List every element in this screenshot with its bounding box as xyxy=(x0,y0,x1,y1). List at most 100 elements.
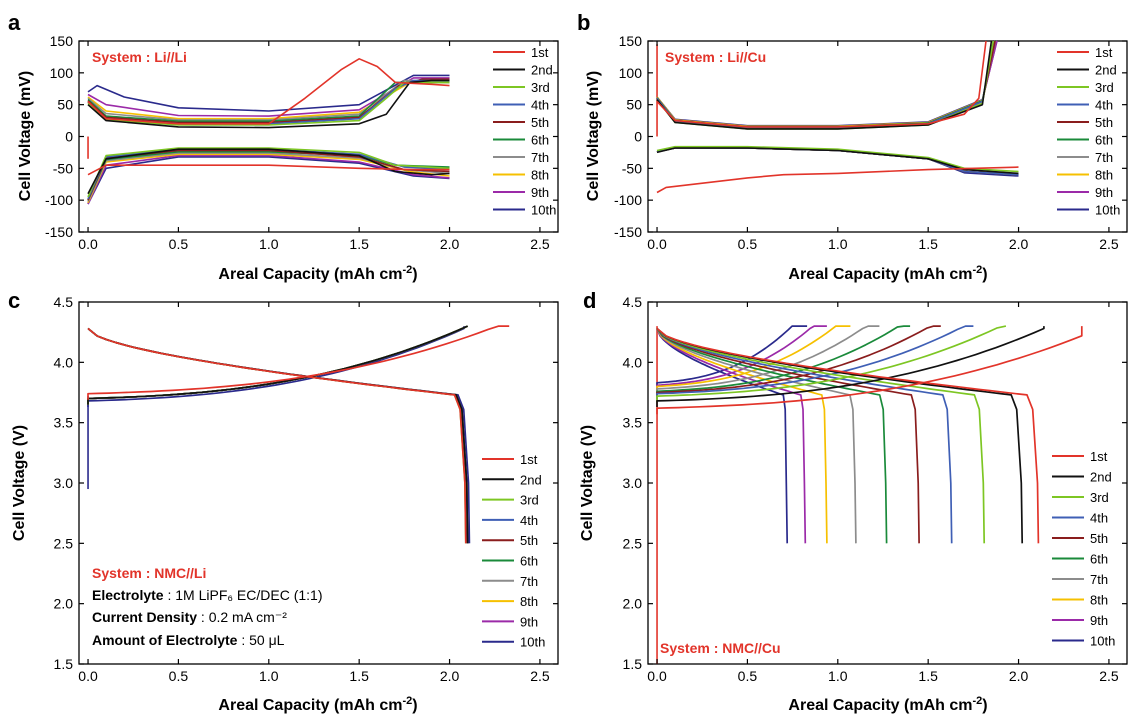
series-10th-charge xyxy=(87,326,465,407)
legend-label-3rd: 3rd xyxy=(531,80,550,95)
x-tick-label: 0.0 xyxy=(647,668,667,684)
legend-label-7th: 7th xyxy=(1090,572,1108,587)
x-tick-label: 0.5 xyxy=(738,236,758,252)
series-7th-charge xyxy=(87,79,450,121)
system-label-a: System : Li//Li xyxy=(92,49,187,65)
legend-label-8th: 8th xyxy=(1095,168,1113,183)
system-label-c: System : NMC//Li xyxy=(92,565,206,581)
series-9th-charge xyxy=(87,325,468,405)
series-8th-discharge xyxy=(87,327,469,544)
plot-frame-b xyxy=(647,40,1128,233)
plot-area-b xyxy=(656,40,1019,194)
y-tick-label: 150 xyxy=(619,33,643,49)
y-tick-label: 0 xyxy=(634,129,642,145)
y-tick-label: 4.0 xyxy=(54,354,74,370)
y-tick-label: -50 xyxy=(53,160,73,176)
system-label-b: System : Li//Cu xyxy=(665,49,766,65)
x-tick-label: 0.5 xyxy=(169,236,189,252)
legend-label-1st: 1st xyxy=(1095,45,1113,60)
series-4th-discharge xyxy=(656,327,953,544)
series-10th-charge xyxy=(656,325,808,389)
note-current-density: Current Density : 0.2 mA cm⁻² xyxy=(92,609,287,625)
y-axis-title-d: Cell Voltage (V) xyxy=(579,425,596,541)
y-tick-label: -100 xyxy=(45,192,73,208)
series-3rd-charge xyxy=(87,81,450,126)
y-tick-label: 100 xyxy=(50,65,74,81)
legend-label-1st: 1st xyxy=(1090,449,1108,464)
notes-c: Electrolyte : 1M LiPF₆ EC/DEC (1:1) Curr… xyxy=(92,587,323,648)
x-tick-label: 2.5 xyxy=(530,668,550,684)
series-3rd-discharge xyxy=(656,327,986,544)
series-4th-charge xyxy=(656,325,974,400)
series-1st-discharge xyxy=(87,164,450,176)
legend-label-7th: 7th xyxy=(531,150,549,165)
plot-area-d xyxy=(656,325,1083,664)
x-tick-label: 1.5 xyxy=(918,236,938,252)
note-electrolyte: Electrolyte : 1M LiPF₆ EC/DEC (1:1) xyxy=(92,587,323,603)
legend-label-5th: 5th xyxy=(531,115,549,130)
series-5th-discharge xyxy=(87,327,469,544)
y-tick-label: 50 xyxy=(57,97,73,113)
x-tick-label: 2.0 xyxy=(1009,668,1029,684)
legend-label-5th: 5th xyxy=(1090,531,1108,546)
y-axis-title-a: Cell Voltage (mV) xyxy=(17,71,34,201)
y-tick-label: 4.0 xyxy=(623,354,643,370)
legend-label-10th: 10th xyxy=(531,203,556,218)
series-5th-charge xyxy=(656,325,941,399)
series-4th-charge xyxy=(87,325,468,405)
series-7th-charge xyxy=(656,325,880,395)
x-tick-label: 0.0 xyxy=(78,668,98,684)
x-tick-label: 2.5 xyxy=(1099,668,1119,684)
series-7th-charge xyxy=(87,325,468,405)
series-4th-discharge xyxy=(87,327,469,544)
legend-label-8th: 8th xyxy=(531,168,549,183)
series-1st-discharge xyxy=(87,327,467,544)
x-tick-label: 2.0 xyxy=(1009,236,1029,252)
series-9th-charge xyxy=(87,77,450,117)
legend-label-10th: 10th xyxy=(520,635,545,650)
ticks-a: 0.0 0.5 1.0 1.5 2.0 2.5 -150 -100 -50 0 50 100 150 xyxy=(45,33,558,252)
y-tick-label: -100 xyxy=(614,192,642,208)
panel-label-a: a xyxy=(8,10,21,35)
legend-label-3rd: 3rd xyxy=(1090,490,1109,505)
legend-label-5th: 5th xyxy=(1095,115,1113,130)
series-6th-discharge xyxy=(87,151,450,201)
ticks-c: 0.0 0.5 1.0 1.5 2.0 2.5 1.5 2.0 2.5 3.0 3.5 4.0 4.5 xyxy=(54,294,558,684)
plot-area-a xyxy=(87,58,450,205)
legend-label-4th: 4th xyxy=(1090,511,1108,526)
series-2nd-discharge xyxy=(87,327,469,544)
legend-label-8th: 8th xyxy=(520,594,538,609)
series-10th-discharge xyxy=(87,156,450,205)
x-tick-label: 1.0 xyxy=(828,236,848,252)
x-axis-title-d: Areal Capacity (mAh cm-2) xyxy=(788,695,987,714)
legend-label-6th: 6th xyxy=(1090,552,1108,567)
chart-panel-b: b 0.0 0.5 1.0 1.5 2.0 2.5 -150 -100 -50 0 50 100 150… xyxy=(577,10,1128,283)
series-2nd-charge xyxy=(656,326,1045,407)
x-tick-label: 1.5 xyxy=(349,668,369,684)
legend-label-7th: 7th xyxy=(520,574,538,589)
legend-label-4th: 4th xyxy=(531,98,549,113)
legend-label-7th: 7th xyxy=(1095,150,1113,165)
x-tick-label: 1.0 xyxy=(828,668,848,684)
series-10th-discharge xyxy=(656,328,789,544)
y-tick-label: 3.5 xyxy=(54,415,74,431)
legend-c: 1st 2nd 3rd 4th 5th 6th 7th 8th 9th 10th xyxy=(482,452,545,650)
ticks-b: 0.0 0.5 1.0 1.5 2.0 2.5 -150 -100 -50 0 50 100 150 xyxy=(614,33,1127,252)
series-1st-charge xyxy=(656,40,987,128)
y-axis-title-b: Cell Voltage (mV) xyxy=(585,71,602,201)
y-tick-label: 3.0 xyxy=(623,475,643,491)
y-tick-label: 2.0 xyxy=(623,596,643,612)
series-8th-discharge xyxy=(656,328,828,544)
series-1st-discharge xyxy=(656,327,1040,544)
series-3rd-discharge xyxy=(87,327,467,544)
x-axis-title-c: Areal Capacity (mAh cm-2) xyxy=(218,695,417,714)
series-2nd-charge xyxy=(87,79,450,129)
legend-label-2nd: 2nd xyxy=(1090,470,1112,485)
legend-label-9th: 9th xyxy=(1095,185,1113,200)
legend-label-6th: 6th xyxy=(520,554,538,569)
series-6th-discharge xyxy=(87,327,469,544)
y-tick-label: 150 xyxy=(50,33,74,49)
chart-panel-a: a 0.0 0.5 1.0 1.5 2.0 2.5 -150 -100 -50 0 50 100 150… xyxy=(8,10,559,283)
y-tick-label: 0 xyxy=(65,129,73,145)
legend-label-1st: 1st xyxy=(520,452,538,467)
